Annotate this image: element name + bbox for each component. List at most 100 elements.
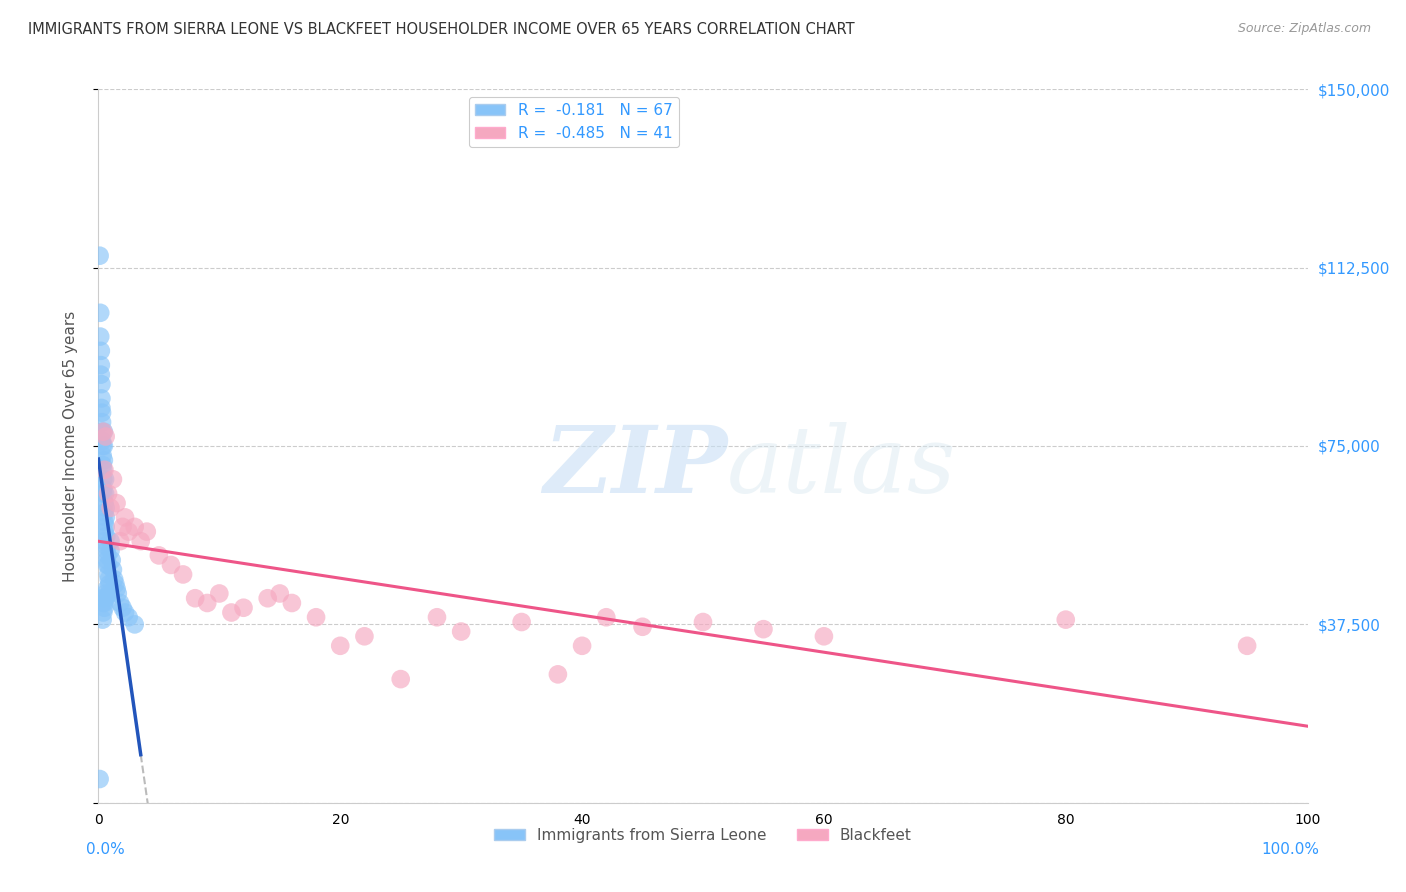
Point [91, 449, 114, 463]
Point [118, 610, 141, 624]
Point [90, 343, 112, 358]
Point [108, 596, 131, 610]
Point [89, 249, 111, 263]
Point [93, 453, 115, 467]
Point [89, 772, 111, 786]
Point [96, 582, 118, 596]
Point [98, 586, 121, 600]
Point [91, 596, 114, 610]
Point [108, 534, 131, 549]
Point [118, 524, 141, 539]
Point [389, 672, 412, 686]
Point [91, 606, 114, 620]
Point [184, 591, 207, 606]
Point [510, 615, 533, 629]
Point [100, 543, 122, 558]
Point [97, 572, 120, 586]
Point [114, 606, 136, 620]
Text: ZIP: ZIP [543, 423, 727, 512]
Point [281, 596, 304, 610]
Point [101, 563, 124, 577]
Point [571, 639, 593, 653]
Point [90, 377, 112, 392]
Point [195, 596, 218, 610]
Point [305, 610, 328, 624]
Point [91, 406, 114, 420]
Point [91, 458, 114, 472]
Point [105, 582, 128, 596]
Text: 100.0%: 100.0% [1261, 842, 1320, 857]
Text: Source: ZipAtlas.com: Source: ZipAtlas.com [1237, 22, 1371, 36]
Point [96, 543, 118, 558]
Point [91, 425, 114, 439]
Point [90, 392, 112, 406]
Text: IMMIGRANTS FROM SIERRA LEONE VS BLACKFEET HOUSEHOLDER INCOME OVER 65 YEARS CORRE: IMMIGRANTS FROM SIERRA LEONE VS BLACKFEE… [28, 22, 855, 37]
Point [93, 515, 115, 529]
Text: 0.0%: 0.0% [86, 842, 125, 857]
Point [101, 472, 124, 486]
Point [256, 591, 278, 606]
Point [91, 591, 114, 606]
Point [107, 586, 129, 600]
Point [426, 610, 449, 624]
Point [1236, 639, 1258, 653]
Point [100, 553, 122, 567]
Point [91, 415, 114, 429]
Point [94, 520, 117, 534]
Point [90, 401, 112, 415]
Point [100, 534, 122, 549]
Point [450, 624, 472, 639]
Point [96, 549, 118, 563]
Point [172, 567, 194, 582]
Point [111, 520, 134, 534]
Point [94, 586, 117, 600]
Point [91, 486, 114, 500]
Point [96, 553, 118, 567]
Point [90, 358, 112, 372]
Point [93, 600, 115, 615]
Y-axis label: Householder Income Over 65 years: Householder Income Over 65 years [63, 310, 77, 582]
Point [111, 600, 134, 615]
Legend: Immigrants from Sierra Leone, Blackfeet: Immigrants from Sierra Leone, Blackfeet [488, 822, 918, 848]
Text: atlas: atlas [727, 423, 956, 512]
Point [91, 434, 114, 449]
Point [94, 486, 117, 500]
Point [94, 429, 117, 443]
Point [98, 577, 121, 591]
Point [105, 496, 128, 510]
Point [547, 667, 569, 681]
Point [97, 558, 120, 572]
Point [269, 586, 291, 600]
Point [91, 425, 114, 439]
Point [148, 549, 170, 563]
Point [96, 539, 118, 553]
Point [129, 534, 152, 549]
Point [353, 629, 375, 643]
Point [124, 617, 146, 632]
Point [90, 368, 112, 382]
Point [89, 306, 111, 320]
Point [208, 586, 231, 600]
Point [93, 463, 115, 477]
Point [94, 500, 117, 515]
Point [96, 558, 118, 572]
Point [91, 472, 114, 486]
Point [692, 615, 714, 629]
Point [91, 613, 114, 627]
Point [124, 520, 146, 534]
Point [221, 606, 243, 620]
Point [93, 425, 115, 439]
Point [135, 524, 157, 539]
Point [160, 558, 183, 572]
Point [93, 524, 115, 539]
Point [114, 510, 136, 524]
Point [91, 463, 114, 477]
Point [595, 610, 617, 624]
Point [631, 620, 654, 634]
Point [93, 439, 115, 453]
Point [100, 500, 122, 515]
Point [93, 534, 115, 549]
Point [103, 572, 125, 586]
Point [97, 486, 120, 500]
Point [91, 439, 114, 453]
